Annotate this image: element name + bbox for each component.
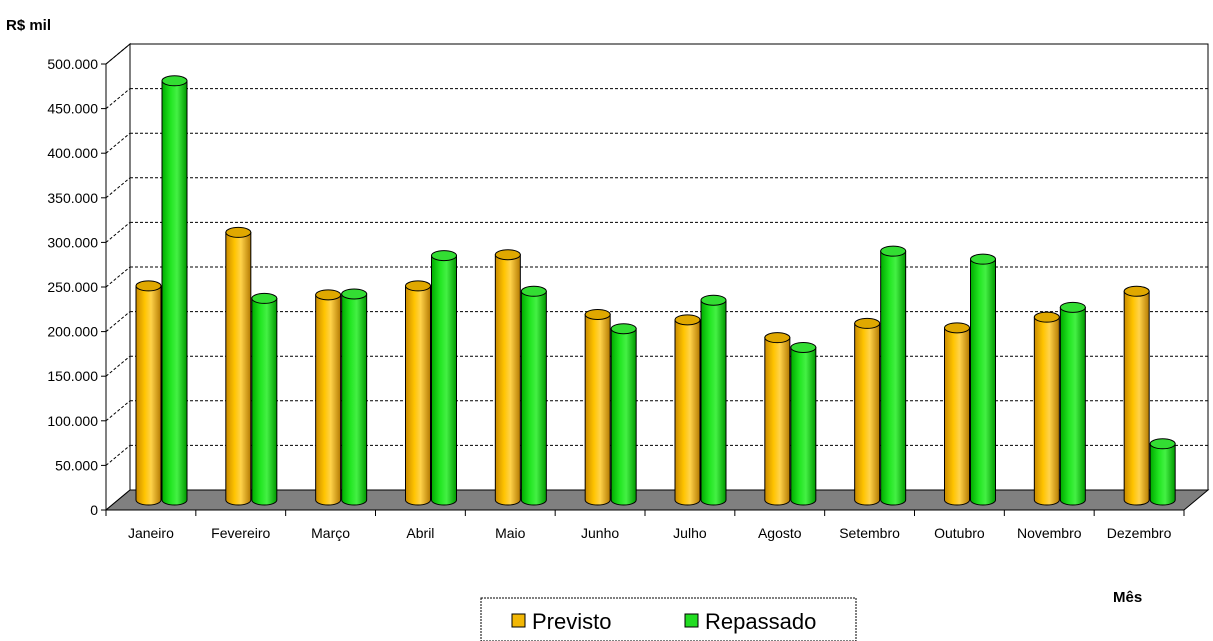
y-axis-tick-labels: 0 50.000 100.000 150.000 200.000 250.000 300.0… bbox=[47, 56, 98, 518]
y-tick-label: 400.000 bbox=[47, 145, 98, 161]
bar-repassado-junho bbox=[611, 324, 636, 505]
bar-previsto-novembro bbox=[1034, 312, 1059, 505]
x-tick-label: Fevereiro bbox=[211, 525, 270, 541]
bar-previsto-setembro bbox=[855, 318, 880, 505]
y-tick-label: 50.000 bbox=[55, 457, 98, 473]
legend-label-repassado: Repassado bbox=[705, 609, 816, 634]
x-tick-label: Setembro bbox=[839, 525, 900, 541]
legend-swatch-repassado bbox=[685, 614, 698, 627]
x-tick-label: Julho bbox=[673, 525, 707, 541]
bar-previsto-junho bbox=[585, 309, 610, 505]
bar-repassado-julho bbox=[701, 295, 726, 505]
x-tick-label: Maio bbox=[495, 525, 526, 541]
y-tick-label: 200.000 bbox=[47, 324, 98, 340]
y-tick-label: 500.000 bbox=[47, 56, 98, 72]
bar-repassado-novembro bbox=[1060, 302, 1085, 505]
bar-previsto-agosto bbox=[765, 333, 790, 505]
bar-previsto-maio bbox=[495, 250, 520, 505]
x-tick-label: Junho bbox=[581, 525, 619, 541]
x-tick-label: Dezembro bbox=[1107, 525, 1172, 541]
bar-previsto-fevereiro bbox=[226, 227, 251, 505]
bar-repassado-maio bbox=[521, 286, 546, 505]
x-tick-label: Janeiro bbox=[128, 525, 174, 541]
bar-previsto-janeiro bbox=[136, 281, 161, 505]
x-axis-tick-labels: Janeiro Fevereiro Março Abril Maio Junho Julho… bbox=[106, 510, 1184, 541]
bar-previsto-julho bbox=[675, 315, 700, 505]
legend-swatch-previsto bbox=[512, 614, 525, 627]
bar-repassado-fevereiro bbox=[252, 293, 277, 505]
y-tick-label: 100.000 bbox=[47, 413, 98, 429]
bar-repassado-janeiro bbox=[162, 76, 187, 505]
bar-repassado-setembro bbox=[881, 246, 906, 505]
legend-label-previsto: Previsto bbox=[532, 609, 611, 634]
y-tick-label: 150.000 bbox=[47, 368, 98, 384]
x-tick-label: Outubro bbox=[934, 525, 985, 541]
bar-repassado-agosto bbox=[791, 342, 816, 505]
bar-repassado-abril bbox=[432, 251, 457, 505]
x-tick-label: Novembro bbox=[1017, 525, 1082, 541]
bar-previsto-outubro bbox=[945, 323, 970, 505]
x-tick-label: Março bbox=[311, 525, 350, 541]
bar-previsto-março bbox=[316, 290, 341, 505]
bar-repassado-março bbox=[342, 289, 367, 505]
y-axis-title: R$ mil bbox=[6, 17, 51, 34]
bar-repassado-outubro bbox=[971, 254, 996, 505]
x-tick-label: Agosto bbox=[758, 525, 802, 541]
y-tick-label: 350.000 bbox=[47, 190, 98, 206]
bar-previsto-abril bbox=[406, 281, 431, 505]
y-tick-label: 450.000 bbox=[47, 101, 98, 117]
bar-previsto-dezembro bbox=[1124, 286, 1149, 505]
y-tick-label: 250.000 bbox=[47, 279, 98, 295]
y-tick-label: 300.000 bbox=[47, 234, 98, 250]
legend: Previsto Repassado bbox=[481, 598, 856, 641]
x-tick-label: Abril bbox=[406, 525, 434, 541]
x-axis-title: Mês bbox=[1113, 589, 1142, 606]
bar-repassado-dezembro bbox=[1150, 439, 1175, 505]
y-tick-label: 0 bbox=[90, 502, 98, 518]
